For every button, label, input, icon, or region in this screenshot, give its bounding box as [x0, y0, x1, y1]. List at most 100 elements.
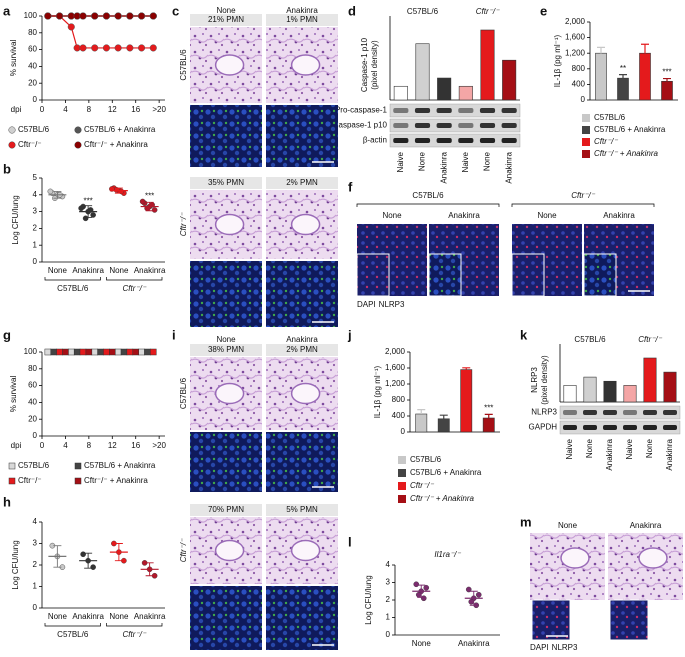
group-label: Cftr⁻/⁻	[122, 284, 146, 293]
error-bar	[439, 414, 448, 419]
group-bracket	[511, 203, 655, 207]
data-point	[90, 564, 96, 570]
y-tick-label: 0	[581, 95, 586, 104]
x-tick-label: Anakinra	[134, 266, 166, 275]
bar	[480, 29, 495, 101]
inset	[609, 599, 649, 641]
data-point	[138, 44, 146, 52]
blot-band	[643, 410, 657, 415]
bar	[563, 385, 577, 403]
airway	[214, 382, 245, 405]
pmn-band	[190, 14, 262, 26]
x-tick-label: Anakinra	[458, 639, 490, 648]
pmn-label: 35% PMN	[208, 178, 244, 187]
group-bracket	[356, 203, 500, 207]
data-point	[62, 348, 69, 356]
airway	[290, 213, 321, 236]
data-point	[126, 348, 134, 356]
blot-band	[458, 123, 474, 128]
data-point	[68, 348, 75, 356]
legend-label: C57BL/6	[18, 125, 50, 134]
data-point	[56, 348, 63, 356]
error-bar	[462, 367, 471, 370]
y-tick-label: 100	[24, 11, 38, 20]
x-tick-label: Naive	[565, 438, 574, 459]
column-label: Anakinra	[448, 211, 480, 220]
data-point	[50, 348, 57, 356]
x-tick-label: 16	[131, 105, 140, 114]
blot-band	[393, 138, 409, 143]
data-point	[56, 12, 64, 20]
pmn-label: 2% PMN	[286, 345, 318, 354]
data-point	[138, 348, 145, 356]
x-tick-label: Anakinra	[72, 266, 104, 275]
data-point	[138, 12, 146, 20]
y-tick-label: 40	[28, 398, 37, 407]
fluorescence-image	[266, 586, 338, 650]
column-label: Anakinra	[286, 6, 318, 15]
x-tick-label: None	[48, 612, 68, 621]
column-label: Anakinra	[286, 335, 318, 344]
data-point	[91, 12, 99, 20]
y-tick-label: 80	[28, 28, 37, 37]
data-point	[97, 348, 104, 356]
legend-marker	[74, 462, 82, 470]
x-tick-label: None	[645, 438, 654, 458]
data-point	[413, 581, 420, 588]
data-point	[91, 348, 98, 356]
series-line	[47, 15, 154, 49]
error-bar	[417, 409, 426, 414]
blot-band	[414, 108, 431, 113]
blot-band	[623, 410, 637, 415]
data-point	[103, 348, 110, 356]
data-point	[114, 348, 122, 356]
panel-letter: k	[520, 327, 528, 342]
x-tick-label: Anakinra	[439, 151, 448, 183]
legend-marker	[8, 462, 16, 470]
y-tick-label: 3	[33, 207, 38, 216]
y-tick-label: 0	[33, 95, 38, 104]
bar	[502, 59, 517, 101]
airway	[214, 539, 245, 562]
legend-label: Cftr⁻/⁻ + Anakinra	[594, 149, 659, 158]
x-tick-label: 16	[131, 441, 140, 450]
error-bar	[145, 201, 154, 212]
data-point	[150, 348, 157, 356]
fluorescence-image	[190, 586, 262, 650]
y-axis-label: NLRP3	[530, 367, 539, 393]
pmn-label: 38% PMN	[208, 345, 244, 354]
x-tick-label: None	[412, 639, 432, 648]
bar	[482, 417, 495, 433]
data-point	[139, 198, 146, 205]
data-point	[91, 44, 99, 52]
group-label: C57BL/6	[407, 7, 439, 16]
data-point	[126, 44, 134, 52]
error-bar	[663, 77, 671, 82]
stain-label: DAPI	[530, 643, 549, 652]
pmn-label: 70% PMN	[208, 505, 244, 514]
bar	[595, 52, 607, 101]
y-tick-label: 0	[33, 431, 38, 440]
legend-label: Cftr⁻/⁻	[410, 481, 434, 490]
inset	[428, 253, 462, 297]
x-tick-label: 4	[63, 441, 68, 450]
blot-band	[563, 410, 577, 415]
pmn-band	[190, 177, 262, 189]
airway	[638, 547, 668, 569]
column-label: None	[558, 521, 578, 530]
data-point	[78, 205, 84, 212]
pmn-label: 2% PMN	[286, 178, 318, 187]
data-point	[85, 348, 93, 356]
x-tick-label: None	[109, 612, 129, 621]
panel-letter: g	[3, 327, 11, 342]
pmn-label: 21% PMN	[208, 15, 244, 24]
blot-strip	[559, 405, 681, 420]
blot-strip	[389, 118, 521, 133]
group-label: Cftr⁻/⁻	[638, 335, 662, 344]
y-tick-label: 1	[33, 240, 38, 249]
y-tick-label: 2,000	[385, 347, 406, 356]
airway	[290, 539, 321, 562]
group-bracket	[106, 623, 163, 627]
inset	[531, 599, 571, 641]
x-tick-label: Anakinra	[134, 612, 166, 621]
